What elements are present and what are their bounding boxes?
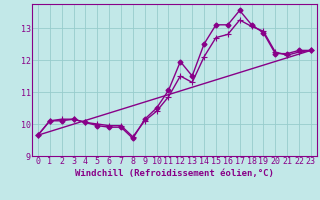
X-axis label: Windchill (Refroidissement éolien,°C): Windchill (Refroidissement éolien,°C)	[75, 169, 274, 178]
